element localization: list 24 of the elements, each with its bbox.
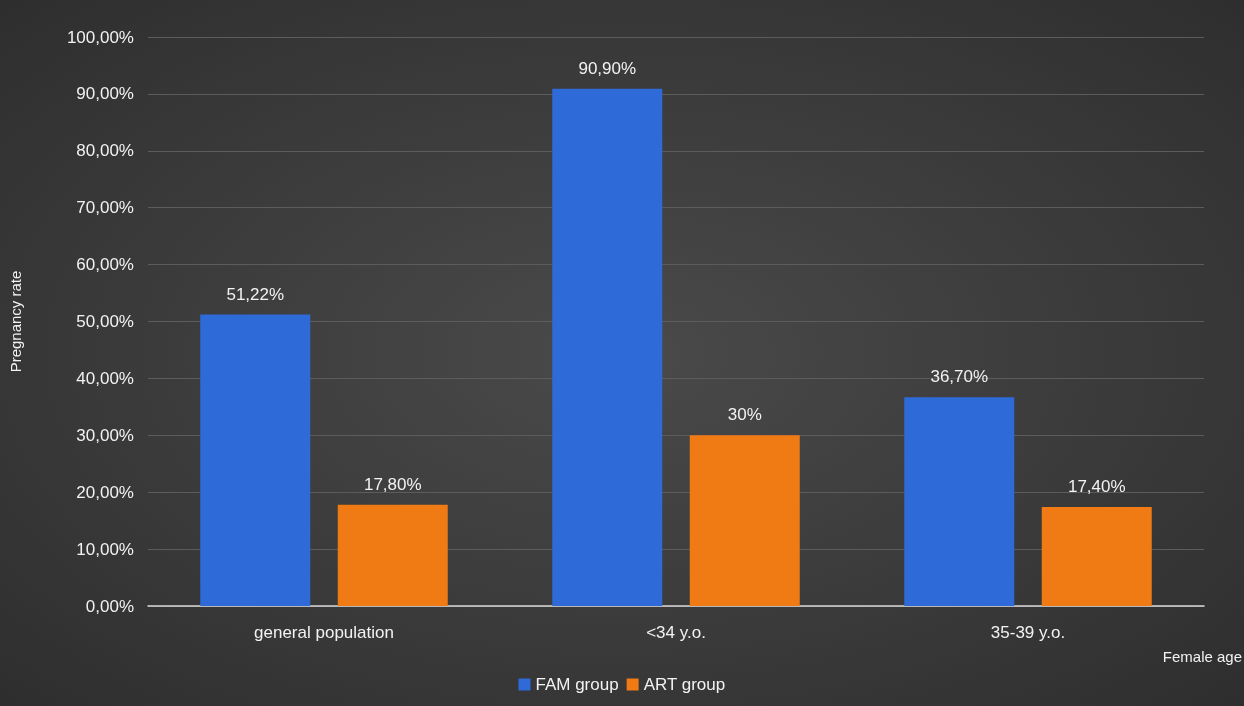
data-label: 36,70% <box>930 367 989 387</box>
y-tick-label: 0,00% <box>85 596 134 616</box>
y-tick-label: 30,00% <box>76 425 134 445</box>
y-tick-label: 40,00% <box>76 368 134 388</box>
x-axis-title: Female age <box>1162 648 1243 665</box>
data-label: 51,22% <box>226 284 285 304</box>
data-label: 17,80% <box>363 474 422 494</box>
y-tick-label: 50,00% <box>76 312 134 331</box>
data-label: 90,90% <box>578 58 637 78</box>
y-tick-label: 100,00% <box>66 27 134 47</box>
legend-label: FAM group <box>535 675 619 694</box>
data-label: 17,40% <box>1067 476 1126 496</box>
y-tick-label: 90,00% <box>76 84 134 104</box>
legend-label: ART group <box>643 675 726 694</box>
y-tick-label: 70,00% <box>76 198 134 218</box>
x-tick-label: general population <box>254 623 394 642</box>
x-tick-label: <34 y.o. <box>646 623 706 642</box>
y-tick-label: 80,00% <box>76 141 134 161</box>
x-tick-label: 35-39 y.o. <box>990 623 1066 642</box>
data-label: 30% <box>727 405 762 425</box>
y-tick-label: 10,00% <box>76 539 134 559</box>
y-tick-label: 60,00% <box>76 255 134 275</box>
y-tick-label: 20,00% <box>76 482 134 502</box>
y-axis-title: Pregnancy rate <box>7 270 24 373</box>
